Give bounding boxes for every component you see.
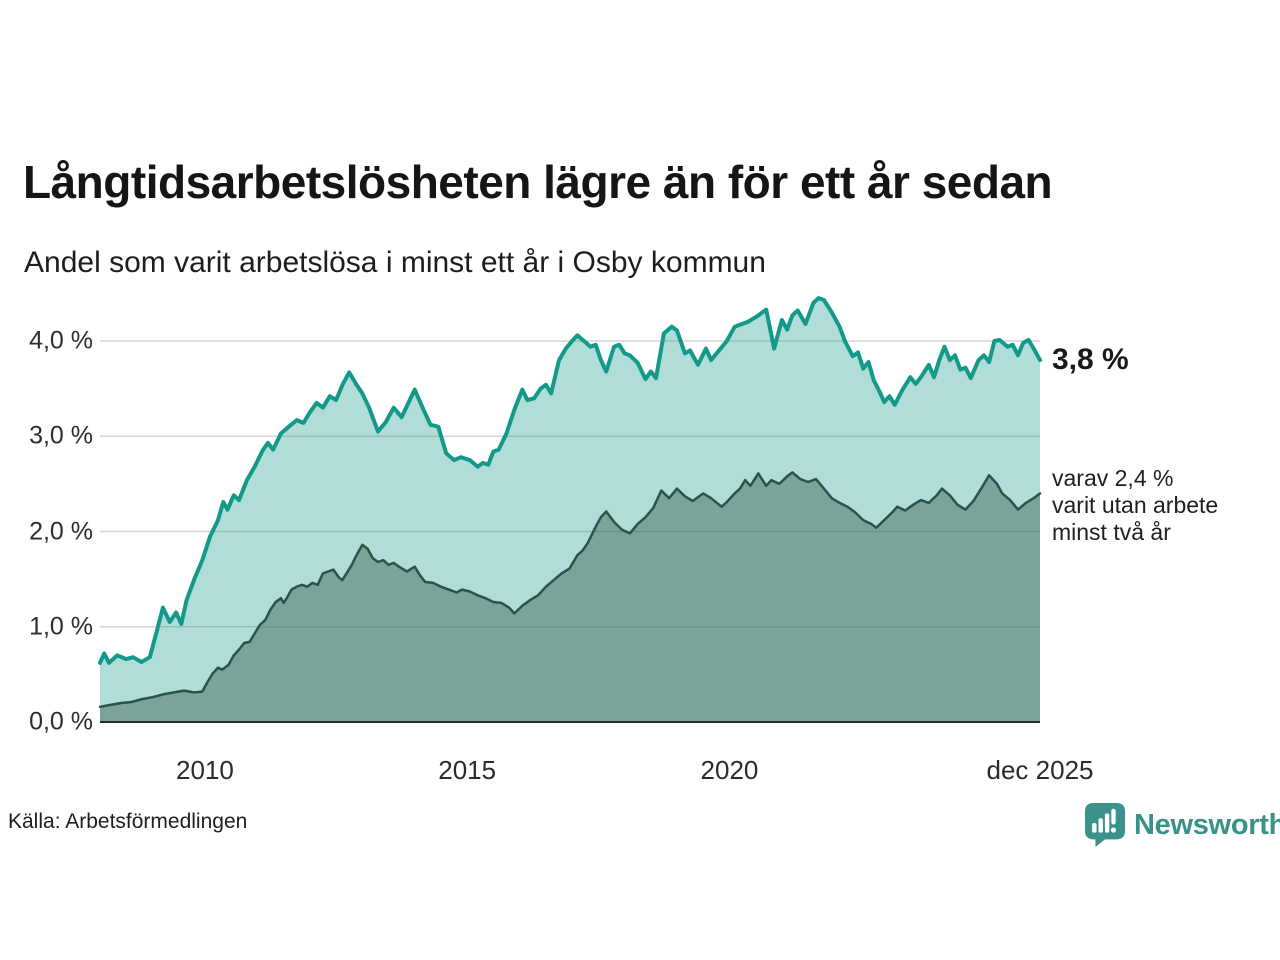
x-tick-label: 2015	[438, 755, 497, 785]
y-tick-label: 2,0 %	[29, 517, 93, 545]
series-area-0	[100, 298, 1040, 722]
x-tick-label: dec 2025	[986, 755, 1094, 785]
newsworthy-logo: Newsworthy	[1084, 802, 1280, 848]
x-tick-label: 2020	[700, 755, 759, 785]
y-tick-label: 1,0 %	[29, 612, 93, 641]
page-title: Långtidsarbetslösheten lägre än för ett …	[23, 155, 1053, 208]
newsworthy-logo-icon	[1084, 803, 1126, 847]
end-value-label-subset: varav 2,4 % varit utan arbete minst två …	[1052, 465, 1272, 546]
y-tick-label: 0,0 %	[29, 707, 93, 736]
series-line-0	[98, 296, 1042, 665]
y-tick-label: 3,0 %	[29, 421, 93, 450]
annotation-line: minst två år	[1052, 519, 1171, 546]
annotation-line: varit utan arbete	[1052, 492, 1219, 519]
newsworthy-wordmark: Newsworthy	[1134, 808, 1280, 841]
x-tick-label: 2010	[175, 755, 234, 785]
series-line-1	[98, 471, 1042, 709]
y-tick-label: 4,0 %	[29, 326, 93, 355]
annotation-line: varav 2,4 %	[1052, 465, 1174, 492]
end-value-label-total: 3,8 %	[1052, 343, 1129, 377]
series-area-1	[100, 472, 1040, 722]
chart-subtitle: Andel som varit arbetslösa i minst ett å…	[24, 246, 766, 279]
source-note: Källa: Arbetsförmedlingen	[8, 810, 248, 833]
